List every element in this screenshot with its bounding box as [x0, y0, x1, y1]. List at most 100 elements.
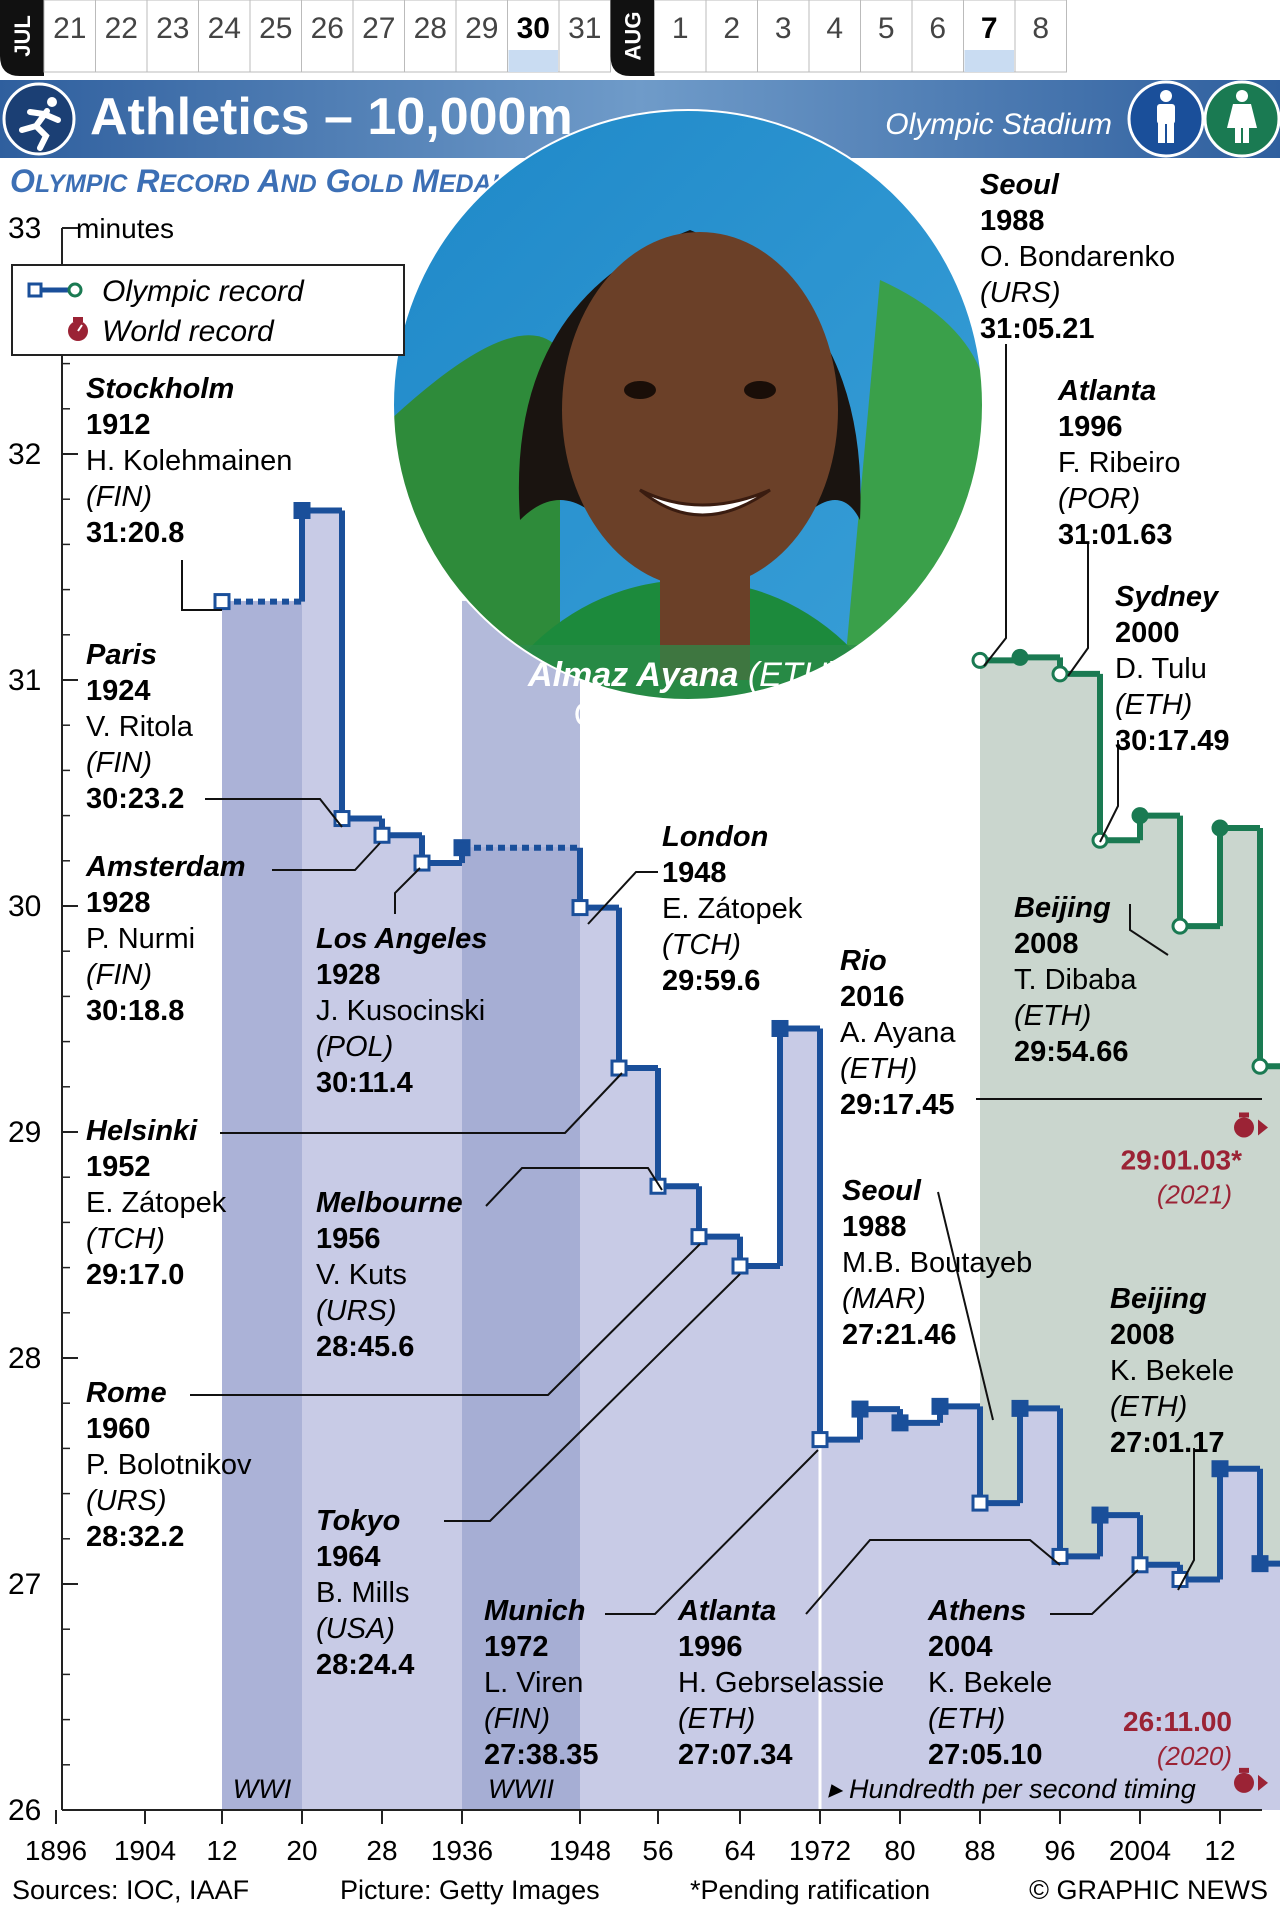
leader-line — [605, 1449, 819, 1615]
page-title: Athletics – 10,000m — [90, 88, 573, 146]
annotation-year: 1952 — [86, 1151, 151, 1183]
photo-caption-line1: Almaz Ayana (ETH), — [527, 656, 848, 694]
annotation-atlanta-1996: Atlanta 1996 H. Gebrselassie (ETH) 27:07.34 — [677, 1539, 1061, 1771]
war-label-ww2: WWII — [488, 1774, 554, 1804]
day-label: 24 — [208, 12, 241, 45]
annotation-tokyo-1964: Tokyo 1964 B. Mills (USA) 28:24.4 — [316, 1273, 741, 1681]
leader-line — [272, 842, 381, 871]
x-tick-label: 1972 — [789, 1835, 851, 1866]
month-tab — [610, 0, 655, 76]
annotation-city: Sydney — [1115, 581, 1220, 613]
annotation-time: 30:11.4 — [316, 1067, 413, 1099]
annotation-country: (TCH) — [662, 929, 741, 961]
annotation-athlete: K. Bekele — [928, 1667, 1052, 1699]
annotation-athlete: E. Zátopek — [662, 893, 803, 925]
photo-caption-line2: Olympic record — [574, 696, 803, 734]
men-point — [811, 1431, 829, 1449]
venue-label: Olympic Stadium — [885, 108, 1112, 141]
day-cell[interactable] — [860, 0, 913, 73]
men-point — [1251, 1555, 1269, 1573]
x-tick-label: 20 — [286, 1835, 317, 1866]
annotation-athlete: H. Kolehmainen — [86, 445, 292, 477]
men-point — [213, 593, 231, 611]
x-tick-label: 1948 — [549, 1835, 611, 1866]
men-point — [851, 1400, 869, 1418]
annotation-athlete: A. Ayana — [840, 1017, 956, 1049]
annotation-year: 1928 — [316, 959, 381, 991]
runner-figure — [19, 97, 61, 151]
world-record-women-year: (2021) — [1157, 1179, 1232, 1209]
annotation-city: Beijing — [1014, 892, 1111, 924]
annotation-country: (FIN) — [86, 481, 152, 513]
annotation-city: Melbourne — [316, 1187, 463, 1219]
x-tick-label: 2004 — [1109, 1835, 1171, 1866]
world-record-men-year: (2020) — [1157, 1741, 1232, 1771]
olympic-record-marker-icon — [27, 282, 43, 298]
day-label: 6 — [929, 12, 946, 45]
annotation-city: Amsterdam — [85, 851, 246, 883]
annotation-time: 31:05.21 — [980, 313, 1095, 345]
leader-line — [394, 867, 421, 914]
war-band-ww2 — [462, 847, 580, 1810]
day-label: 27 — [362, 12, 395, 45]
x-tick-label: 64 — [724, 1835, 755, 1866]
annotation-country: (POL) — [316, 1031, 393, 1063]
x-tick-label: 12 — [206, 1835, 237, 1866]
day-highlight — [508, 50, 558, 72]
annotation-city: Seoul — [842, 1175, 922, 1207]
y-tick-label: 28 — [8, 1342, 41, 1375]
annotation-los-angeles-1928: Los Angeles 1928 J. Kusocinski (POL) 30:11.4 — [316, 867, 487, 1099]
annotation-country: (USA) — [316, 1613, 395, 1645]
day-cell[interactable] — [249, 0, 302, 73]
day-label: 5 — [878, 12, 895, 45]
y-tick-label: 30 — [8, 890, 41, 923]
footer-note: *Pending ratification — [690, 1875, 930, 1905]
day-cell[interactable] — [1014, 0, 1067, 73]
men-point — [649, 1177, 667, 1195]
annotation-year: 1972 — [484, 1631, 549, 1663]
annotation-year: 2008 — [1014, 928, 1079, 960]
y-tick-label: 26 — [8, 1794, 41, 1827]
legend: Olympic record World record — [11, 264, 405, 356]
smile — [639, 488, 771, 517]
stopwatch-icon — [1234, 1112, 1268, 1138]
x-tick-label: 56 — [642, 1835, 673, 1866]
annotation-city: London — [662, 821, 768, 853]
day-cell[interactable] — [352, 0, 405, 73]
leader-line — [1177, 1448, 1195, 1591]
day-cell[interactable] — [911, 0, 964, 73]
month-tab — [0, 0, 44, 76]
annotation-munich-1972: Munich 1972 L. Viren (FIN) 27:38.35 — [484, 1449, 819, 1771]
day-cell[interactable] — [95, 0, 148, 73]
day-label: 28 — [414, 12, 447, 45]
annotation-city: Tokyo — [316, 1505, 400, 1537]
men-point — [931, 1397, 949, 1415]
day-cell[interactable] — [198, 0, 251, 73]
footer-sources: Sources: IOC, IAAF — [12, 1875, 249, 1905]
day-label: 3 — [775, 12, 792, 45]
men-point — [413, 854, 431, 872]
annotation-beijing-2008: Beijing 2008 K. Bekele (ETH) 27:01.17 — [1110, 1283, 1234, 1591]
day-cell[interactable] — [705, 0, 758, 73]
day-cell[interactable] — [404, 0, 457, 73]
day-cell[interactable] — [757, 0, 810, 73]
day-cell[interactable] — [654, 0, 707, 73]
day-cell[interactable] — [808, 0, 861, 73]
annotation-city: Stockholm — [86, 373, 234, 405]
footer-credit: © GRAPHIC NEWS — [1029, 1875, 1268, 1905]
annotation-year: 2000 — [1115, 617, 1180, 649]
annotation-time: 28:24.4 — [316, 1649, 414, 1681]
annotation-atlanta-1996: Atlanta 1996 F. Ribeiro (POR) 31:01.63 — [1057, 375, 1181, 677]
women-point — [971, 651, 989, 669]
men-point — [1211, 1460, 1229, 1478]
day-cell[interactable] — [146, 0, 199, 73]
annotation-beijing-2008: Beijing 2008 T. Dibaba (ETH) 29:54.66 — [1014, 892, 1169, 1068]
x-tick-label: 1904 — [114, 1835, 176, 1866]
photo-caption-line3: holder — [641, 736, 736, 774]
day-label: 8 — [1032, 12, 1049, 45]
eye-right — [744, 381, 776, 399]
men-point — [1011, 1399, 1029, 1417]
annotation-helsinki-1952: Helsinki 1952 E. Zátopek (TCH) 29:17.0 — [86, 1072, 623, 1291]
day-cell[interactable] — [301, 0, 354, 73]
day-label: 4 — [826, 12, 843, 45]
